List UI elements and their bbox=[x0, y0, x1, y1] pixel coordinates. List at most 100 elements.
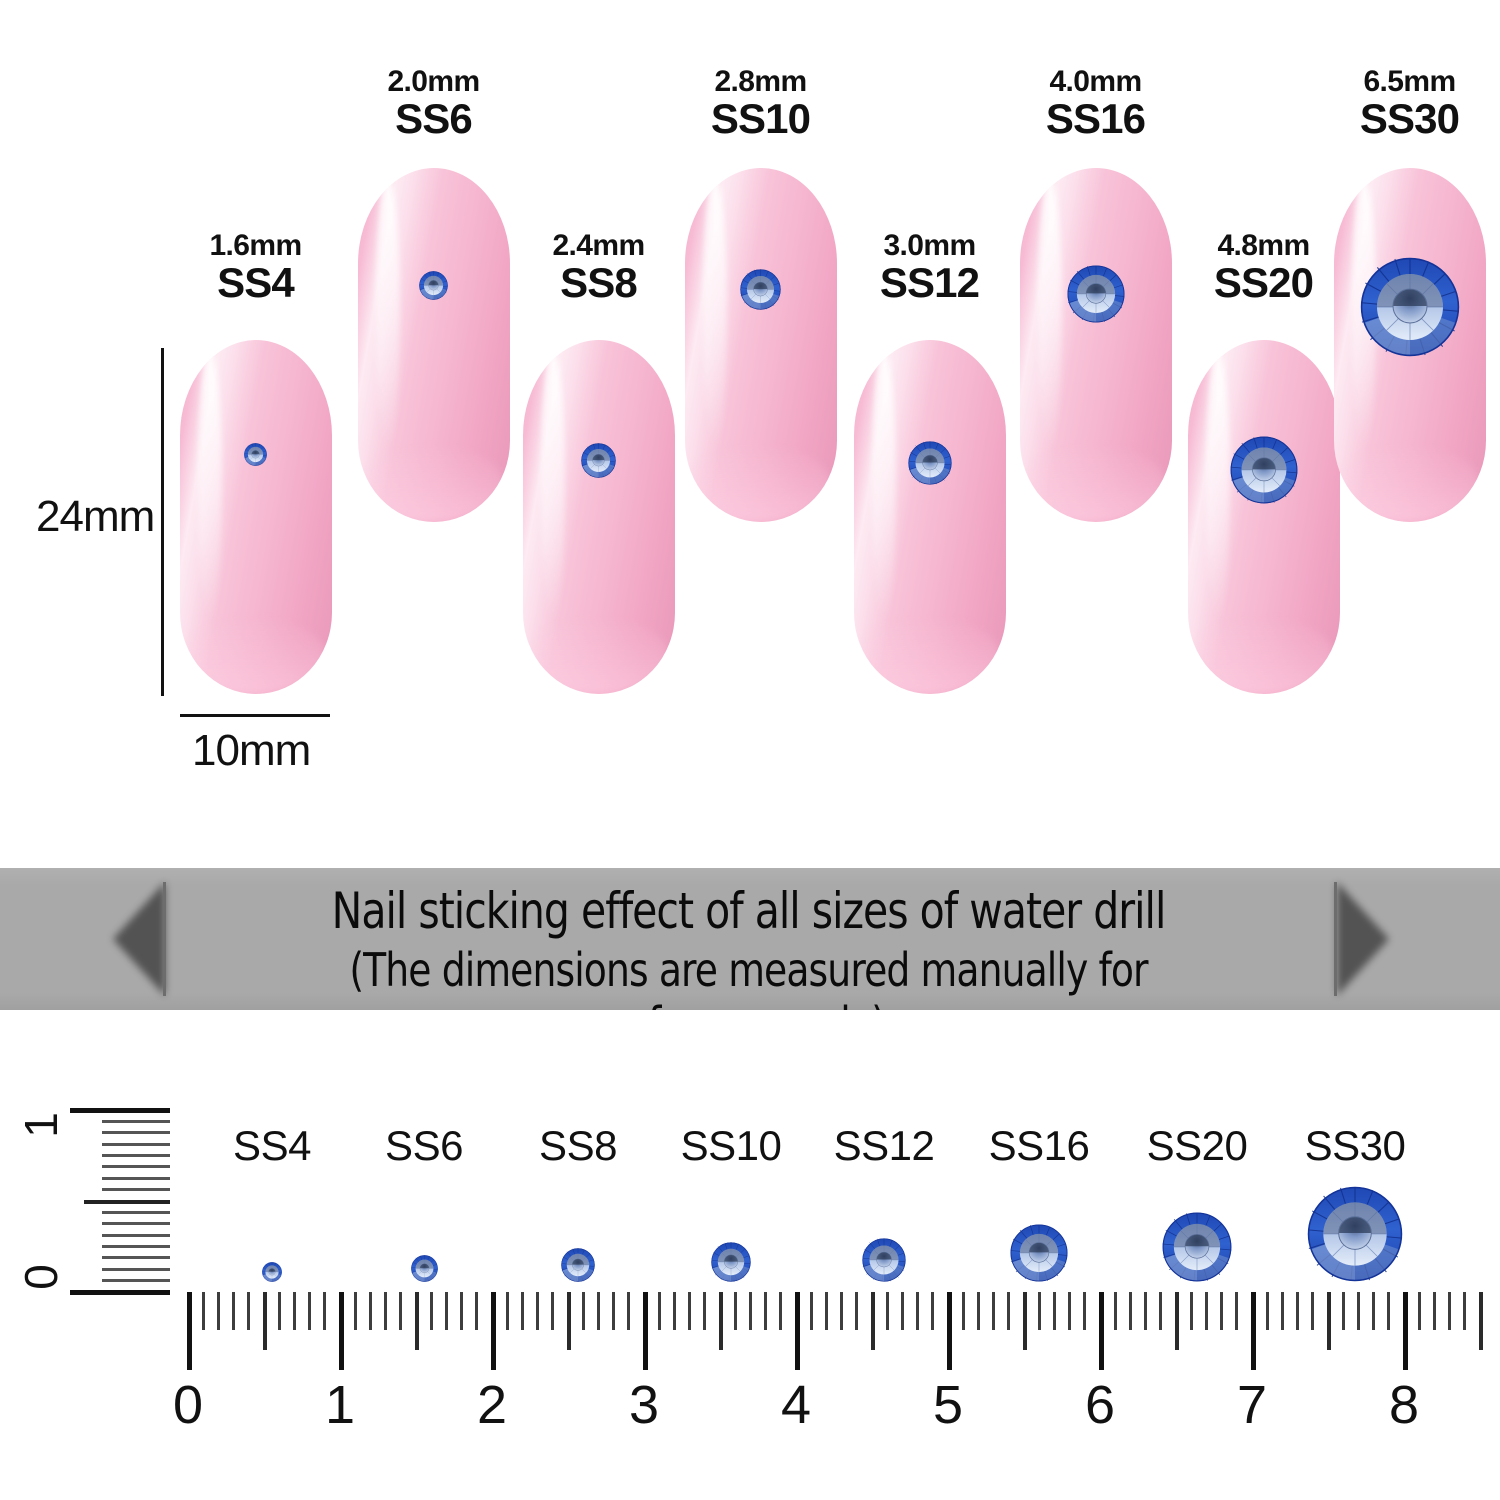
nail-mm-ss6: 2.0mm bbox=[387, 65, 480, 98]
ruler-tick-mm bbox=[308, 1292, 312, 1330]
ruler-stone-label-ss30: SS30 bbox=[1304, 1122, 1406, 1169]
ruler-tick-half bbox=[870, 1292, 875, 1350]
ruler-stone-label-ss10: SS10 bbox=[680, 1122, 782, 1169]
ruler-tick-major bbox=[642, 1292, 648, 1370]
inch-tick bbox=[102, 1165, 170, 1169]
ruler-tick-mm bbox=[885, 1292, 889, 1330]
nail-ss-ss6: SS6 bbox=[395, 95, 473, 143]
ruler-tick-mm bbox=[627, 1292, 631, 1330]
ruler-tick-mm bbox=[992, 1292, 996, 1330]
width-dimension-line bbox=[180, 714, 330, 717]
inch-tick bbox=[102, 1256, 170, 1260]
ruler-tick-mm bbox=[1052, 1292, 1056, 1330]
nail-mm-ss10: 2.8mm bbox=[714, 65, 807, 98]
ruler-tick-mm bbox=[1356, 1292, 1360, 1330]
ruler-number: 6 bbox=[1084, 1375, 1116, 1435]
rhinestone-ss16 bbox=[1066, 265, 1125, 324]
banner-arrow-right-icon bbox=[1337, 882, 1389, 996]
banner-arrow-left-icon bbox=[113, 882, 165, 996]
nail-ss-ss10: SS10 bbox=[710, 95, 811, 143]
nail-swatch-ss20 bbox=[1187, 340, 1340, 694]
nail-swatch-ss30 bbox=[1333, 168, 1486, 522]
ruler-tick-mm bbox=[976, 1292, 980, 1330]
nail-ss-ss8: SS8 bbox=[560, 259, 638, 307]
ruler-tick-mm bbox=[1220, 1292, 1224, 1330]
height-dimension-label: 24mm bbox=[36, 492, 155, 541]
ruler-tick-mm bbox=[1189, 1292, 1193, 1330]
ruler-tick-mm bbox=[1083, 1292, 1087, 1330]
nail-ss-ss20: SS20 bbox=[1213, 259, 1314, 307]
nail-label-ss10: 2.8mm SS10 bbox=[710, 65, 811, 143]
ruler-tick-mm bbox=[688, 1292, 692, 1330]
ruler-tick-mm bbox=[216, 1292, 220, 1330]
loose-rhinestone-ss12 bbox=[862, 1238, 906, 1282]
ruler-tick-mm bbox=[520, 1292, 524, 1330]
inch-tick bbox=[102, 1176, 170, 1180]
rhinestone-ss10 bbox=[740, 268, 781, 310]
ruler-tick-mm bbox=[900, 1292, 904, 1330]
ruler-tick-mm bbox=[840, 1292, 844, 1330]
ruler-tick-mm bbox=[1007, 1292, 1011, 1330]
ruler-number: 0 bbox=[172, 1375, 204, 1435]
nail-label-ss12: 3.0mm SS12 bbox=[880, 230, 980, 305]
ruler-tick-mm bbox=[1341, 1292, 1345, 1330]
ruler-tick-mm bbox=[657, 1292, 661, 1330]
ruler-tick-mm bbox=[1432, 1292, 1436, 1330]
ruler-tick-half bbox=[414, 1292, 419, 1350]
ruler-stone-label-ss8: SS8 bbox=[539, 1122, 617, 1169]
ruler-tick-mm bbox=[855, 1292, 859, 1330]
inch-tick bbox=[102, 1119, 170, 1123]
nail-mm-ss8: 2.4mm bbox=[552, 229, 645, 262]
ruler-tick-mm bbox=[824, 1292, 828, 1330]
ruler-tick-half bbox=[1478, 1292, 1483, 1350]
ruler-tick-mm bbox=[429, 1292, 433, 1330]
ruler-number: 2 bbox=[476, 1375, 508, 1435]
inch-tick bbox=[102, 1188, 170, 1192]
inch-tick bbox=[102, 1267, 170, 1271]
cm-ruler-ticks bbox=[186, 1292, 1483, 1370]
nail-mm-ss4: 1.6mm bbox=[209, 229, 302, 262]
ruler-tick-mm bbox=[536, 1292, 540, 1330]
nail-ss-ss16: SS16 bbox=[1045, 95, 1146, 143]
ruler-tick-major bbox=[1402, 1292, 1408, 1370]
inch-tick bbox=[70, 1107, 170, 1113]
loose-rhinestone-ss8 bbox=[561, 1248, 595, 1282]
ruler-tick-half bbox=[718, 1292, 723, 1350]
nail-label-ss16: 4.0mm SS16 bbox=[1045, 66, 1146, 143]
rhinestone-ss20 bbox=[1229, 435, 1298, 504]
ruler-stone-label-ss4: SS4 bbox=[233, 1122, 311, 1169]
banner-divider-right bbox=[1334, 882, 1337, 996]
ruler-tick-mm bbox=[961, 1292, 965, 1330]
ruler-tick-mm bbox=[201, 1292, 205, 1330]
height-dimension-line bbox=[161, 348, 164, 696]
ruler-tick-mm bbox=[581, 1292, 585, 1330]
ruler-stone-label-ss6: SS6 bbox=[385, 1122, 463, 1169]
inch-tick bbox=[84, 1199, 170, 1204]
nail-ss-ss4: SS4 bbox=[217, 259, 295, 307]
ruler-number: 1 bbox=[324, 1375, 356, 1435]
ruler-tick-major bbox=[186, 1292, 192, 1370]
ruler-tick-mm bbox=[1311, 1292, 1315, 1330]
ruler-tick-mm bbox=[916, 1292, 920, 1330]
ruler-tick-mm bbox=[1372, 1292, 1376, 1330]
ruler-tick-mm bbox=[1068, 1292, 1072, 1330]
ruler-stone-label-ss12: SS12 bbox=[833, 1122, 935, 1169]
ruler-tick-major bbox=[946, 1292, 952, 1370]
ruler-tick-mm bbox=[1387, 1292, 1391, 1330]
inch-tick bbox=[102, 1154, 170, 1157]
inch-scale bbox=[70, 1107, 190, 1295]
ruler-tick-mm bbox=[809, 1292, 813, 1330]
ruler-tick-mm bbox=[1280, 1292, 1284, 1330]
ruler-tick-half bbox=[1022, 1292, 1027, 1350]
ruler-section: 1 0 0 1 2 3 4 5 6 7 8 SS4 SS6 SS8 SS10 SS12 SS16 SS20 S… bbox=[0, 1010, 1500, 1500]
ruler-tick-mm bbox=[1144, 1292, 1148, 1330]
ruler-tick-half bbox=[566, 1292, 571, 1350]
ruler-number: 4 bbox=[780, 1375, 812, 1435]
inch-tick bbox=[102, 1210, 170, 1214]
nail-preview-section: 24mm 10mm 1.6mm SS4 2.0mm SS6 2.4mm S bbox=[0, 0, 1500, 868]
inch-tick bbox=[102, 1142, 170, 1146]
ruler-tick-mm bbox=[1159, 1292, 1163, 1330]
ruler-tick-mm bbox=[247, 1292, 251, 1330]
inch-scale-top-label: 1 bbox=[14, 1112, 67, 1138]
ruler-tick-major bbox=[1250, 1292, 1256, 1370]
